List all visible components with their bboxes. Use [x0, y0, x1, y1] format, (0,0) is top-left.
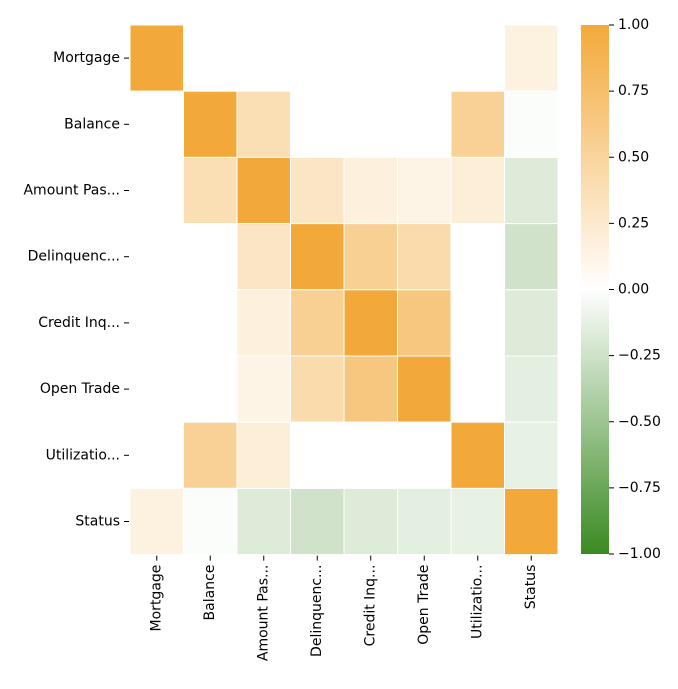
colorbar-tick-label: 0.00	[618, 282, 649, 298]
heatmap-cell	[504, 355, 559, 423]
heatmap-cell	[450, 90, 505, 158]
heatmap-cell	[236, 487, 291, 556]
column-label: Balance	[202, 565, 218, 621]
heatmap-cell	[450, 24, 505, 92]
heatmap-cell	[290, 289, 345, 357]
heatmap-cell	[397, 156, 452, 225]
heatmap-cell	[290, 421, 345, 489]
heatmap-cell	[504, 90, 559, 158]
heatmap-cell	[504, 289, 559, 357]
column-labels: Mortgage Balance Amount Pas... Delinquenc..…	[149, 555, 539, 662]
heatmap-cell	[236, 90, 291, 158]
heatmap-cell	[397, 90, 452, 158]
column-label: Open Trade	[416, 565, 432, 645]
heatmap-cell	[450, 289, 505, 357]
heatmap-cell	[129, 355, 184, 423]
heatmap-cell	[236, 223, 291, 291]
heatmap-cell	[129, 487, 184, 556]
heatmap-cell	[183, 487, 238, 556]
colorbar-gradient	[581, 25, 609, 554]
colorbar-tick-label: 0.50	[618, 149, 649, 165]
row-label: Amount Pas...	[23, 183, 120, 199]
heatmap-cell	[450, 156, 505, 225]
heatmap-cell	[236, 289, 291, 357]
heatmap-cell	[343, 90, 398, 158]
colorbar-tick-label: 0.75	[618, 83, 649, 99]
colorbar-tick-label: −0.75	[618, 480, 661, 496]
heatmap-cell	[290, 90, 345, 158]
heatmap-cell	[504, 223, 559, 291]
heatmap-cell	[183, 289, 238, 357]
row-label: Mortgage	[53, 50, 120, 66]
heatmap-cell	[236, 421, 291, 489]
colorbar-tick-label: 1.00	[618, 17, 649, 33]
heatmap-cell	[450, 355, 505, 423]
heatmap-cell	[343, 223, 398, 291]
heatmap-cell	[129, 24, 184, 92]
heatmap-cell	[397, 289, 452, 357]
heatmap-cell	[290, 223, 345, 291]
heatmap-cell	[290, 487, 345, 556]
heatmap-cell	[343, 355, 398, 423]
row-label: Utilizatio...	[46, 447, 120, 463]
colorbar-tick-label: 0.25	[618, 215, 649, 231]
heatmap-cell	[183, 223, 238, 291]
row-label: Credit Inq...	[38, 315, 120, 331]
heatmap-cell	[129, 421, 184, 489]
heatmap-cell	[504, 487, 559, 556]
column-label: Status	[523, 565, 539, 610]
heatmap-cell	[343, 487, 398, 556]
heatmap-cell	[343, 156, 398, 225]
heatmap-cell	[450, 421, 505, 489]
row-label: Status	[75, 514, 120, 530]
heatmap-cell	[504, 156, 559, 225]
heatmap-cell	[343, 289, 398, 357]
row-label: Balance	[64, 116, 120, 132]
heatmap-cell	[183, 90, 238, 158]
heatmap-cell	[236, 24, 291, 92]
heatmap-cell	[504, 24, 559, 92]
row-label: Delinquenc...	[28, 249, 120, 265]
heatmap-cell	[129, 289, 184, 357]
heatmap-cell	[183, 355, 238, 423]
column-label: Mortgage	[149, 565, 165, 632]
heatmap-cell	[397, 355, 452, 423]
column-label: Credit Inq...	[363, 565, 379, 647]
heatmap-cell	[183, 24, 238, 92]
heatmap-cell	[290, 355, 345, 423]
heatmap-cell	[504, 421, 559, 489]
heatmap-cell	[290, 156, 345, 225]
row-label: Open Trade	[40, 381, 120, 397]
colorbar: 1.00 0.75 0.50 0.25 0.00 −0.25 −0.50 −0.75 −1.00	[581, 17, 661, 562]
heatmap-cell	[129, 223, 184, 291]
heatmap-cell	[343, 421, 398, 489]
column-label: Delinquenc...	[309, 565, 325, 657]
colorbar-tick-label: −1.00	[618, 546, 661, 562]
heatmap-cell	[236, 156, 291, 225]
heatmap-cell	[290, 24, 345, 92]
heatmap-cell	[236, 355, 291, 423]
heatmap-cell	[343, 24, 398, 92]
heatmap-cell	[129, 90, 184, 158]
heatmap-cell	[397, 487, 452, 556]
heatmap-cell	[129, 156, 184, 225]
column-label: Amount Pas...	[256, 565, 272, 662]
heatmap-cell	[397, 421, 452, 489]
heatmap-cell	[450, 223, 505, 291]
heatmap-cell	[397, 24, 452, 92]
row-labels: Mortgage Balance Amount Pas... Delinquenc..…	[23, 50, 129, 530]
heatmap-cell	[450, 487, 505, 556]
colorbar-tick-label: −0.25	[618, 348, 661, 364]
heatmap-cell	[183, 156, 238, 225]
heatmap-cell	[183, 421, 238, 489]
colorbar-tick-label: −0.50	[618, 414, 661, 430]
heatmap-cell	[397, 223, 452, 291]
column-label: Utilizatio...	[470, 565, 486, 639]
heatmap-cells	[129, 24, 559, 556]
